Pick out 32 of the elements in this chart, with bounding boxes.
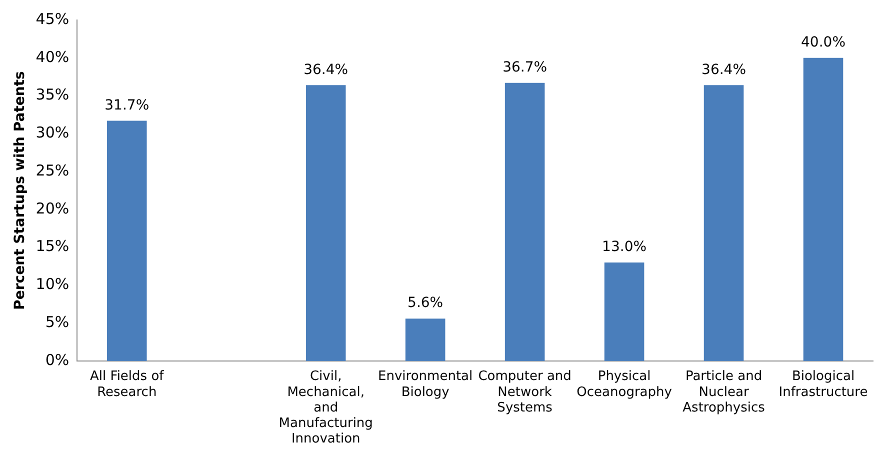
data-label: 36.4%	[702, 62, 746, 78]
bar	[504, 82, 545, 361]
data-label: 40.0%	[801, 34, 846, 51]
data-label: 5.6%	[408, 295, 444, 312]
y-tick-label: 35%	[36, 86, 70, 104]
y-tick-label: 15%	[36, 237, 70, 256]
y-tick-label: 0%	[45, 350, 70, 369]
data-label: 31.7%	[104, 97, 150, 114]
x-tick-label: All Fields of Research	[90, 369, 164, 400]
y-tick-label: 10%	[36, 275, 70, 294]
x-tick-label: Biological Infrastructure	[778, 369, 868, 400]
data-label: 13.0%	[602, 239, 647, 256]
data-label: 36.4%	[304, 62, 348, 78]
bar	[306, 85, 346, 361]
x-tick-label: Computer and Network Systems	[478, 369, 572, 416]
bar	[604, 262, 644, 361]
y-tick-label: 5%	[45, 313, 70, 331]
y-tick-label: 25%	[36, 161, 70, 180]
x-tick-label: Particle and Nuclear Astrophysics	[682, 369, 766, 416]
bar	[803, 58, 844, 361]
x-tick-label: Civil, Mechanical, and Manufacturing Innovation	[278, 369, 373, 447]
y-tick-label: 20%	[36, 199, 70, 218]
data-label: 36.7%	[502, 60, 548, 76]
x-tick-label: Environmental Biology	[378, 369, 473, 400]
y-tick-label: 30%	[36, 124, 70, 142]
bar	[405, 318, 446, 361]
y-tick-label: 45%	[36, 10, 70, 28]
x-tick-label: Physical Oceanography	[576, 369, 672, 400]
bar	[704, 85, 744, 361]
y-tick-label: 40%	[36, 48, 70, 66]
y-axis-title: Percent Startups with Patents	[12, 71, 28, 310]
bar	[106, 120, 147, 361]
